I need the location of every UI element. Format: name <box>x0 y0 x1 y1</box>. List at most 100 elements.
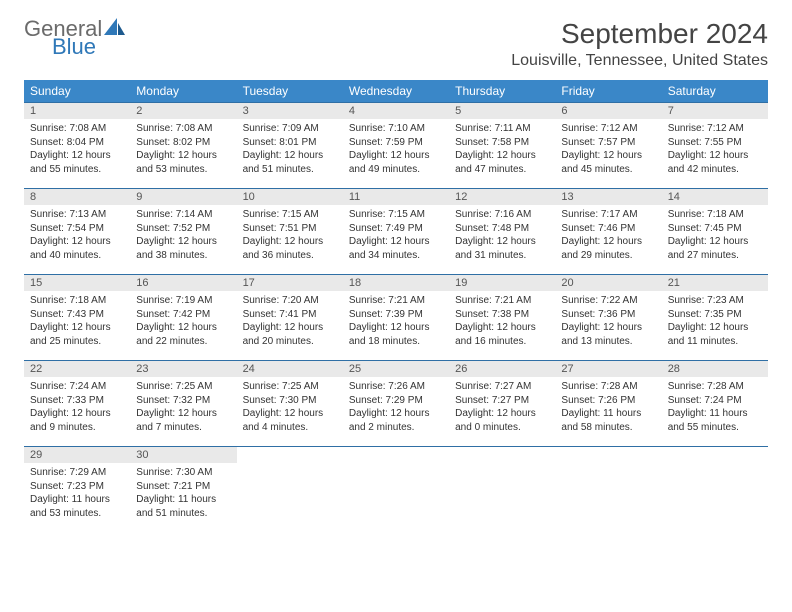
day-details: Sunrise: 7:21 AMSunset: 7:38 PMDaylight:… <box>449 291 555 352</box>
day-details: Sunrise: 7:15 AMSunset: 7:51 PMDaylight:… <box>237 205 343 266</box>
day-details: Sunrise: 7:26 AMSunset: 7:29 PMDaylight:… <box>343 377 449 438</box>
day-cell: 19Sunrise: 7:21 AMSunset: 7:38 PMDayligh… <box>449 275 555 361</box>
day-cell: 18Sunrise: 7:21 AMSunset: 7:39 PMDayligh… <box>343 275 449 361</box>
col-tuesday: Tuesday <box>237 80 343 103</box>
day-number: 5 <box>449 103 555 119</box>
logo: General Blue <box>24 18 126 58</box>
day-details: Sunrise: 7:18 AMSunset: 7:45 PMDaylight:… <box>662 205 768 266</box>
day-details: Sunrise: 7:12 AMSunset: 7:57 PMDaylight:… <box>555 119 661 180</box>
day-details: Sunrise: 7:08 AMSunset: 8:04 PMDaylight:… <box>24 119 130 180</box>
day-cell: 12Sunrise: 7:16 AMSunset: 7:48 PMDayligh… <box>449 189 555 275</box>
day-cell: 2Sunrise: 7:08 AMSunset: 8:02 PMDaylight… <box>130 103 236 189</box>
day-cell: 13Sunrise: 7:17 AMSunset: 7:46 PMDayligh… <box>555 189 661 275</box>
day-number: 15 <box>24 275 130 291</box>
day-details: Sunrise: 7:18 AMSunset: 7:43 PMDaylight:… <box>24 291 130 352</box>
day-number: 1 <box>24 103 130 119</box>
day-number: 12 <box>449 189 555 205</box>
day-number: 10 <box>237 189 343 205</box>
day-number: 29 <box>24 447 130 463</box>
day-number: 9 <box>130 189 236 205</box>
day-cell: 22Sunrise: 7:24 AMSunset: 7:33 PMDayligh… <box>24 361 130 447</box>
col-saturday: Saturday <box>662 80 768 103</box>
title-block: September 2024 Louisville, Tennessee, Un… <box>511 18 768 70</box>
day-cell: 23Sunrise: 7:25 AMSunset: 7:32 PMDayligh… <box>130 361 236 447</box>
day-details: Sunrise: 7:30 AMSunset: 7:21 PMDaylight:… <box>130 463 236 524</box>
day-cell: 7Sunrise: 7:12 AMSunset: 7:55 PMDaylight… <box>662 103 768 189</box>
day-number: 13 <box>555 189 661 205</box>
day-cell: 14Sunrise: 7:18 AMSunset: 7:45 PMDayligh… <box>662 189 768 275</box>
day-cell: 25Sunrise: 7:26 AMSunset: 7:29 PMDayligh… <box>343 361 449 447</box>
day-cell: 29Sunrise: 7:29 AMSunset: 7:23 PMDayligh… <box>24 447 130 533</box>
day-cell: 8Sunrise: 7:13 AMSunset: 7:54 PMDaylight… <box>24 189 130 275</box>
day-details: Sunrise: 7:23 AMSunset: 7:35 PMDaylight:… <box>662 291 768 352</box>
day-header-row: Sunday Monday Tuesday Wednesday Thursday… <box>24 80 768 103</box>
day-details: Sunrise: 7:24 AMSunset: 7:33 PMDaylight:… <box>24 377 130 438</box>
month-title: September 2024 <box>511 18 768 50</box>
day-cell: 15Sunrise: 7:18 AMSunset: 7:43 PMDayligh… <box>24 275 130 361</box>
day-cell: 16Sunrise: 7:19 AMSunset: 7:42 PMDayligh… <box>130 275 236 361</box>
empty-cell <box>555 447 661 533</box>
day-number: 3 <box>237 103 343 119</box>
calendar-row: 8Sunrise: 7:13 AMSunset: 7:54 PMDaylight… <box>24 189 768 275</box>
day-cell: 4Sunrise: 7:10 AMSunset: 7:59 PMDaylight… <box>343 103 449 189</box>
day-number: 17 <box>237 275 343 291</box>
calendar-row: 15Sunrise: 7:18 AMSunset: 7:43 PMDayligh… <box>24 275 768 361</box>
day-cell: 1Sunrise: 7:08 AMSunset: 8:04 PMDaylight… <box>24 103 130 189</box>
day-number: 19 <box>449 275 555 291</box>
calendar-row: 1Sunrise: 7:08 AMSunset: 8:04 PMDaylight… <box>24 103 768 189</box>
day-number: 25 <box>343 361 449 377</box>
day-number: 28 <box>662 361 768 377</box>
day-cell: 17Sunrise: 7:20 AMSunset: 7:41 PMDayligh… <box>237 275 343 361</box>
calendar-row: 22Sunrise: 7:24 AMSunset: 7:33 PMDayligh… <box>24 361 768 447</box>
day-number: 8 <box>24 189 130 205</box>
day-number: 7 <box>662 103 768 119</box>
col-monday: Monday <box>130 80 236 103</box>
day-cell: 5Sunrise: 7:11 AMSunset: 7:58 PMDaylight… <box>449 103 555 189</box>
day-details: Sunrise: 7:22 AMSunset: 7:36 PMDaylight:… <box>555 291 661 352</box>
day-cell: 20Sunrise: 7:22 AMSunset: 7:36 PMDayligh… <box>555 275 661 361</box>
day-details: Sunrise: 7:15 AMSunset: 7:49 PMDaylight:… <box>343 205 449 266</box>
day-details: Sunrise: 7:19 AMSunset: 7:42 PMDaylight:… <box>130 291 236 352</box>
day-cell: 28Sunrise: 7:28 AMSunset: 7:24 PMDayligh… <box>662 361 768 447</box>
header: General Blue September 2024 Louisville, … <box>24 18 768 70</box>
day-cell: 27Sunrise: 7:28 AMSunset: 7:26 PMDayligh… <box>555 361 661 447</box>
day-number: 22 <box>24 361 130 377</box>
day-cell: 3Sunrise: 7:09 AMSunset: 8:01 PMDaylight… <box>237 103 343 189</box>
day-details: Sunrise: 7:25 AMSunset: 7:32 PMDaylight:… <box>130 377 236 438</box>
day-details: Sunrise: 7:28 AMSunset: 7:24 PMDaylight:… <box>662 377 768 438</box>
day-cell: 9Sunrise: 7:14 AMSunset: 7:52 PMDaylight… <box>130 189 236 275</box>
empty-cell <box>343 447 449 533</box>
day-details: Sunrise: 7:29 AMSunset: 7:23 PMDaylight:… <box>24 463 130 524</box>
location: Louisville, Tennessee, United States <box>511 52 768 70</box>
day-number: 27 <box>555 361 661 377</box>
calendar-table: Sunday Monday Tuesday Wednesday Thursday… <box>24 80 768 533</box>
day-cell: 24Sunrise: 7:25 AMSunset: 7:30 PMDayligh… <box>237 361 343 447</box>
day-cell: 10Sunrise: 7:15 AMSunset: 7:51 PMDayligh… <box>237 189 343 275</box>
day-details: Sunrise: 7:27 AMSunset: 7:27 PMDaylight:… <box>449 377 555 438</box>
col-sunday: Sunday <box>24 80 130 103</box>
day-details: Sunrise: 7:16 AMSunset: 7:48 PMDaylight:… <box>449 205 555 266</box>
day-details: Sunrise: 7:13 AMSunset: 7:54 PMDaylight:… <box>24 205 130 266</box>
day-details: Sunrise: 7:14 AMSunset: 7:52 PMDaylight:… <box>130 205 236 266</box>
day-cell: 11Sunrise: 7:15 AMSunset: 7:49 PMDayligh… <box>343 189 449 275</box>
day-cell: 6Sunrise: 7:12 AMSunset: 7:57 PMDaylight… <box>555 103 661 189</box>
day-number: 23 <box>130 361 236 377</box>
day-cell: 30Sunrise: 7:30 AMSunset: 7:21 PMDayligh… <box>130 447 236 533</box>
day-number: 2 <box>130 103 236 119</box>
day-number: 16 <box>130 275 236 291</box>
day-number: 24 <box>237 361 343 377</box>
col-wednesday: Wednesday <box>343 80 449 103</box>
col-thursday: Thursday <box>449 80 555 103</box>
day-details: Sunrise: 7:12 AMSunset: 7:55 PMDaylight:… <box>662 119 768 180</box>
day-number: 18 <box>343 275 449 291</box>
day-number: 6 <box>555 103 661 119</box>
day-cell: 21Sunrise: 7:23 AMSunset: 7:35 PMDayligh… <box>662 275 768 361</box>
empty-cell <box>237 447 343 533</box>
day-number: 20 <box>555 275 661 291</box>
day-cell: 26Sunrise: 7:27 AMSunset: 7:27 PMDayligh… <box>449 361 555 447</box>
day-details: Sunrise: 7:28 AMSunset: 7:26 PMDaylight:… <box>555 377 661 438</box>
empty-cell <box>662 447 768 533</box>
day-number: 26 <box>449 361 555 377</box>
col-friday: Friday <box>555 80 661 103</box>
logo-text-blue: Blue <box>52 36 126 58</box>
